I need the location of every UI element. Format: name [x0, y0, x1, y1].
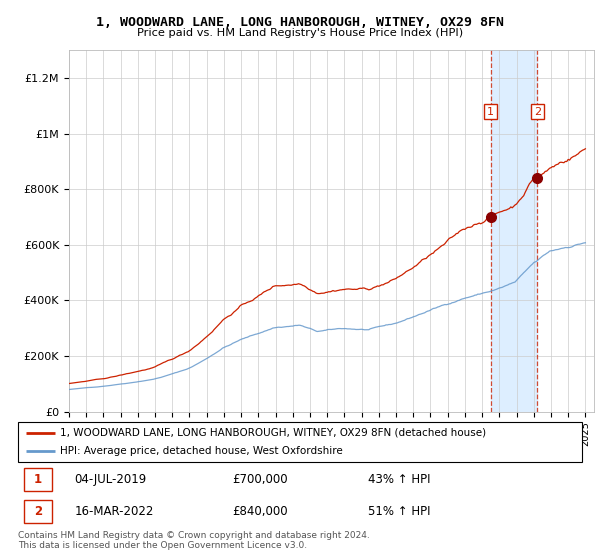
Text: 2: 2	[34, 505, 42, 519]
Text: Price paid vs. HM Land Registry's House Price Index (HPI): Price paid vs. HM Land Registry's House …	[137, 28, 463, 38]
Text: 1, WOODWARD LANE, LONG HANBOROUGH, WITNEY, OX29 8FN: 1, WOODWARD LANE, LONG HANBOROUGH, WITNE…	[96, 16, 504, 29]
Text: 2: 2	[533, 106, 541, 116]
Text: 1: 1	[487, 106, 494, 116]
Bar	[491, 50, 537, 412]
Text: 1: 1	[34, 473, 42, 486]
Text: Contains HM Land Registry data © Crown copyright and database right 2024.
This d: Contains HM Land Registry data © Crown c…	[18, 531, 370, 550]
Text: HPI: Average price, detached house, West Oxfordshire: HPI: Average price, detached house, West…	[60, 446, 343, 456]
FancyBboxPatch shape	[23, 500, 52, 524]
FancyBboxPatch shape	[23, 468, 52, 491]
Text: 43% ↑ HPI: 43% ↑ HPI	[368, 473, 430, 486]
Text: £700,000: £700,000	[232, 473, 288, 486]
Text: 16-MAR-2022: 16-MAR-2022	[74, 505, 154, 519]
Text: 51% ↑ HPI: 51% ↑ HPI	[368, 505, 430, 519]
Text: £840,000: £840,000	[232, 505, 288, 519]
Text: 1, WOODWARD LANE, LONG HANBOROUGH, WITNEY, OX29 8FN (detached house): 1, WOODWARD LANE, LONG HANBOROUGH, WITNE…	[60, 428, 487, 437]
Text: 04-JUL-2019: 04-JUL-2019	[74, 473, 146, 486]
